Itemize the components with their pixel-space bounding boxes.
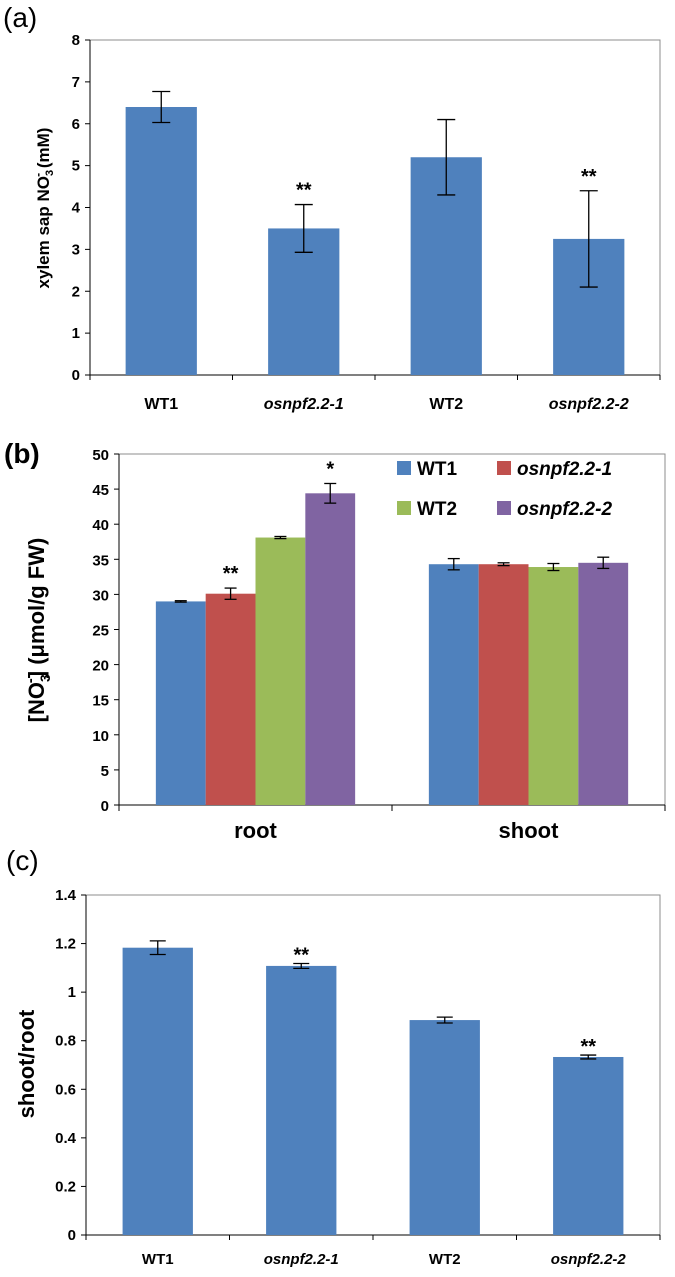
bar bbox=[578, 562, 629, 805]
legend-label: WT2 bbox=[417, 499, 457, 520]
y-tick-label: 0 bbox=[101, 798, 109, 815]
y-axis-label-open: [NO bbox=[24, 682, 49, 722]
y-tick-label: 0 bbox=[68, 1227, 76, 1244]
bar bbox=[528, 567, 579, 805]
legend-swatch bbox=[497, 501, 511, 515]
y-tick-label: 2 bbox=[72, 283, 80, 300]
panel-label: (b) bbox=[4, 438, 40, 469]
category-label: shoot bbox=[499, 818, 560, 843]
legend-swatch bbox=[497, 461, 511, 475]
y-tick-label: 3 bbox=[72, 241, 80, 258]
significance-label: ** bbox=[581, 166, 597, 188]
legend-label: osnpf2.2-1 bbox=[517, 459, 612, 480]
y-tick-label: 40 bbox=[92, 517, 109, 534]
bar bbox=[409, 1020, 480, 1235]
y-axis-label-superscript: - bbox=[31, 173, 45, 177]
bar bbox=[553, 1056, 624, 1235]
y-tick-label: 1 bbox=[72, 325, 80, 342]
bar bbox=[478, 564, 529, 805]
category-label: WT2 bbox=[429, 396, 463, 413]
bar bbox=[305, 493, 356, 805]
panel-label: (a) bbox=[3, 2, 37, 33]
legend-swatch bbox=[397, 501, 411, 515]
bar bbox=[125, 107, 197, 375]
category-label: WT2 bbox=[429, 1251, 461, 1268]
y-tick-label: 0.6 bbox=[55, 1081, 76, 1098]
category-label: WT1 bbox=[144, 396, 178, 413]
y-tick-label: 1.4 bbox=[55, 887, 77, 904]
y-axis-label-subscript: 3 bbox=[44, 170, 56, 176]
category-label: osnpf2.2-1 bbox=[264, 1251, 339, 1268]
y-tick-label: 45 bbox=[92, 482, 109, 499]
y-tick-label: 5 bbox=[72, 158, 80, 175]
category-label: osnpf2.2-1 bbox=[264, 396, 344, 413]
y-tick-label: 0 bbox=[72, 367, 80, 384]
y-tick-label: 25 bbox=[92, 623, 109, 640]
significance-label: ** bbox=[293, 944, 309, 966]
bar bbox=[428, 564, 479, 805]
y-tick-label: 1 bbox=[68, 984, 76, 1001]
y-tick-label: 5 bbox=[101, 763, 109, 780]
y-axis-label: [NO3-] (μmol/g FW) bbox=[22, 538, 53, 723]
category-label: WT1 bbox=[142, 1251, 174, 1268]
bar bbox=[266, 965, 337, 1235]
y-tick-label: 35 bbox=[92, 552, 109, 569]
y-axis-label: xylem sap NO3- (mM) bbox=[31, 128, 56, 289]
y-tick-label: 6 bbox=[72, 116, 80, 133]
category-label: osnpf2.2-2 bbox=[551, 1251, 627, 1268]
legend-label: WT1 bbox=[417, 459, 458, 480]
y-tick-label: 0.4 bbox=[55, 1130, 77, 1147]
bar bbox=[155, 601, 206, 805]
significance-label: ** bbox=[223, 563, 239, 585]
category-label: osnpf2.2-2 bbox=[549, 396, 629, 413]
legend-swatch bbox=[397, 461, 411, 475]
significance-label: ** bbox=[580, 1036, 596, 1058]
bar bbox=[122, 947, 193, 1235]
y-tick-label: 8 bbox=[72, 32, 80, 49]
y-axis-label: shoot/root bbox=[14, 1009, 39, 1118]
y-tick-label: 10 bbox=[92, 728, 109, 745]
y-axis-label-superscript: - bbox=[22, 678, 39, 683]
y-tick-label: 15 bbox=[92, 693, 109, 710]
y-tick-label: 7 bbox=[72, 74, 80, 91]
bar bbox=[205, 593, 256, 805]
y-axis-label-unit: (mM) bbox=[34, 128, 53, 173]
y-tick-label: 0.8 bbox=[55, 1033, 76, 1050]
panel-label: (c) bbox=[6, 845, 39, 876]
y-axis-label-main: xylem sap NO bbox=[34, 176, 53, 288]
legend-label: osnpf2.2-2 bbox=[517, 499, 612, 520]
significance-label: * bbox=[326, 458, 334, 480]
y-tick-label: 30 bbox=[92, 587, 109, 604]
y-axis-label-subscript: 3 bbox=[37, 674, 53, 682]
y-tick-label: 20 bbox=[92, 658, 109, 675]
y-tick-label: 1.2 bbox=[55, 936, 76, 953]
significance-label: ** bbox=[296, 180, 312, 202]
category-label: root bbox=[234, 818, 277, 843]
y-tick-label: 50 bbox=[92, 447, 109, 464]
y-tick-label: 4 bbox=[72, 200, 81, 217]
y-tick-label: 0.2 bbox=[55, 1178, 76, 1195]
y-axis-label-close: ] (μmol/g FW) bbox=[24, 538, 49, 679]
bar bbox=[255, 537, 306, 805]
